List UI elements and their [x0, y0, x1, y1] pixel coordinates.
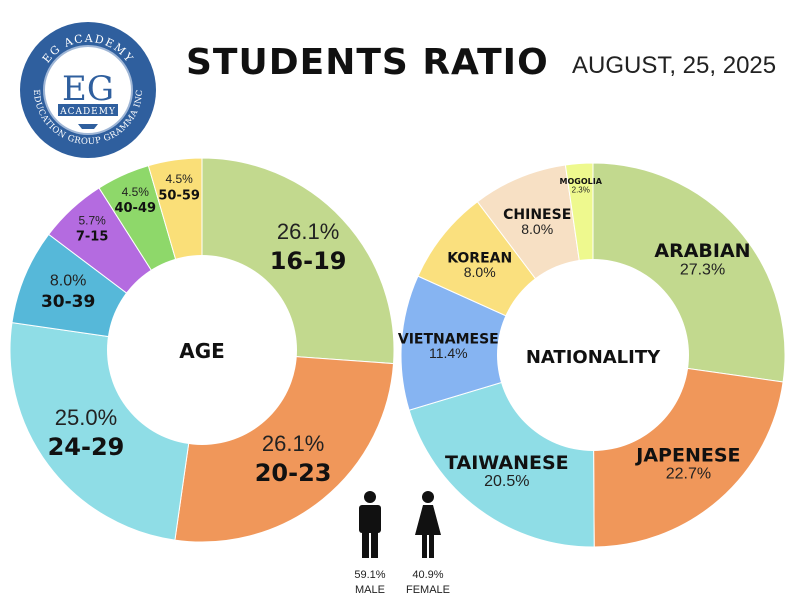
nationality-label-korean: KOREAN [447, 250, 512, 266]
age-pct-20-23: 26.1% [262, 431, 324, 456]
logo-banner-text: ACADEMY [59, 107, 116, 117]
age-center-label: AGE [179, 339, 225, 363]
ship-icon [78, 124, 98, 129]
logo-monogram: EG [62, 69, 114, 109]
nationality-label-vietnamese: VIETNAMESE [398, 331, 499, 347]
age-label-50-59: 50-59 [158, 188, 200, 203]
age-label-24-29: 24-29 [48, 433, 125, 461]
nationality-pct-korean: 8.0% [464, 264, 496, 280]
female-label: FEMALE [405, 584, 450, 596]
academy-logo: EG ACADEMY EDUCATION GROUP GRAMMA INC EG… [20, 22, 156, 158]
age-pct-7-15: 5.7% [78, 213, 106, 227]
age-donut-hole [107, 255, 297, 445]
nationality-pct-arabian: 27.3% [680, 261, 725, 278]
nationality-label-japenese: JAPENESE [634, 444, 740, 466]
age-label-30-39: 30-39 [41, 292, 95, 312]
nationality-pct-taiwanese: 20.5% [484, 473, 529, 490]
age-label-16-19: 16-19 [270, 247, 347, 275]
page-title: STUDENTS RATIO [186, 42, 549, 83]
male-label: MALE [355, 584, 385, 596]
gender-female: 40.9% FEMALE [398, 490, 458, 598]
logo-banner [58, 104, 118, 116]
male-icon [359, 491, 381, 558]
report-date: AUGUST, 25, 2025 [572, 52, 777, 79]
gender-male: 59.1% MALE [340, 490, 400, 598]
nationality-label-mogolia: MOGOLIA [560, 177, 603, 186]
age-label-40-49: 40-49 [114, 201, 156, 216]
age-label-7-15: 7-15 [76, 230, 109, 245]
nationality-pct-mogolia: 2.3% [572, 186, 590, 195]
age-pct-24-29: 25.0% [55, 405, 117, 430]
nationality-pct-japenese: 22.7% [666, 466, 711, 483]
nationality-pct-chinese: 8.0% [521, 221, 553, 237]
age-pct-40-49: 4.5% [122, 185, 150, 199]
nationality-label-arabian: ARABIAN [654, 240, 750, 262]
male-percent: 59.1% [354, 569, 386, 581]
nationality-pct-vietnamese: 11.4% [429, 345, 468, 361]
age-pct-16-19: 26.1% [277, 219, 339, 244]
female-percent: 40.9% [412, 569, 444, 581]
nationality-center-label: NATIONALITY [526, 347, 661, 368]
age-pct-30-39: 8.0% [50, 273, 86, 290]
female-icon [415, 491, 441, 558]
age-pct-50-59: 4.5% [165, 172, 193, 186]
nationality-label-chinese: CHINESE [503, 207, 571, 223]
nationality-donut-hole [497, 259, 689, 451]
nationality-label-taiwanese: TAIWANESE [445, 452, 569, 474]
age-label-20-23: 20-23 [255, 459, 332, 487]
nationality-slice-vietnamese [400, 275, 595, 411]
